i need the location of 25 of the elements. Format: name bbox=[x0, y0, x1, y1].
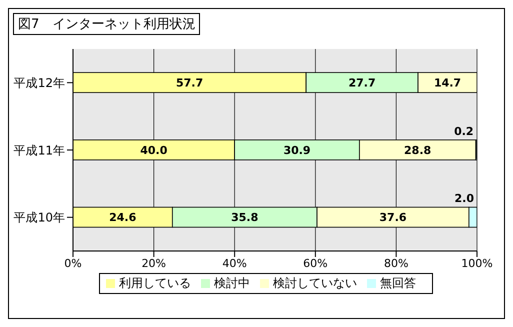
y-tick-label: 平成10年 bbox=[14, 210, 65, 225]
data-label: 30.9 bbox=[283, 144, 311, 157]
x-tick-label: 100% bbox=[461, 256, 493, 270]
y-tick-label: 平成12年 bbox=[14, 76, 65, 90]
data-label: 2.0 bbox=[454, 192, 474, 206]
legend-label: 検討中 bbox=[214, 276, 250, 290]
data-label: 14.7 bbox=[434, 76, 462, 90]
x-tick-label: 0% bbox=[64, 256, 82, 270]
data-label: 0.2 bbox=[454, 124, 474, 138]
data-label: 37.6 bbox=[379, 211, 407, 224]
chart-title: 図7 インターネット利用状況 bbox=[13, 13, 200, 35]
data-label: 40.0 bbox=[140, 144, 168, 157]
data-label: 27.7 bbox=[348, 76, 376, 90]
legend-label: 無回答 bbox=[380, 276, 416, 290]
data-label: 57.7 bbox=[176, 76, 204, 90]
legend-label: 検討していない bbox=[273, 276, 357, 290]
legend-label: 利用している bbox=[119, 276, 191, 290]
x-tick-label: 60% bbox=[303, 256, 328, 270]
data-label: 24.6 bbox=[109, 211, 137, 224]
y-tick-label: 平成11年 bbox=[14, 143, 65, 158]
x-tick-label: 20% bbox=[142, 256, 166, 270]
x-tick-label: 40% bbox=[222, 256, 247, 270]
data-label: 28.8 bbox=[404, 144, 432, 157]
x-tick-label: 80% bbox=[384, 256, 408, 270]
data-label: 35.8 bbox=[231, 211, 258, 224]
